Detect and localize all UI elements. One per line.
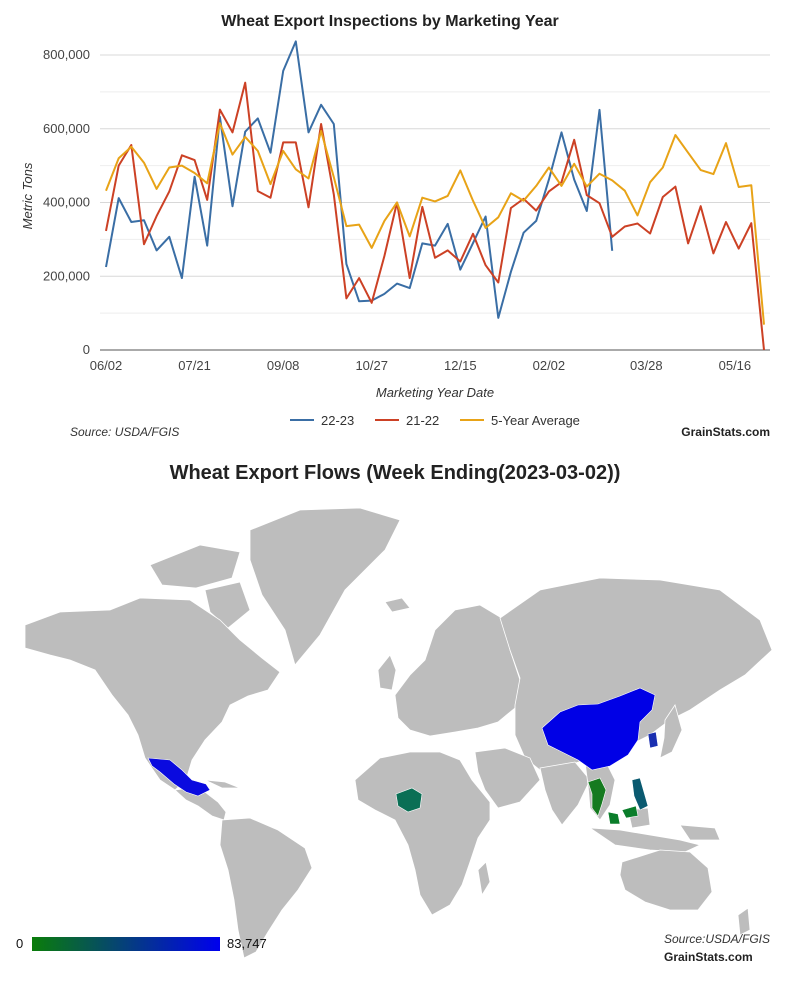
y-axis-label: Metric Tons bbox=[20, 162, 35, 229]
map-base-land bbox=[24, 507, 773, 959]
map-highlighted-countries bbox=[147, 687, 659, 825]
map-brand: GrainStats.com bbox=[664, 950, 753, 964]
x-tick-label: 05/16 bbox=[719, 358, 752, 373]
chart-legend: 22-23 21-22 5-Year Average bbox=[290, 413, 580, 428]
legend-label: 5-Year Average bbox=[491, 413, 580, 428]
chart-brand: GrainStats.com bbox=[681, 425, 770, 439]
land-arctic-islands bbox=[149, 544, 241, 589]
series-line-21-22 bbox=[105, 81, 765, 351]
country-nigeria bbox=[395, 787, 423, 813]
country-china bbox=[541, 687, 656, 771]
x-tick-label: 09/08 bbox=[267, 358, 300, 373]
x-tick-label: 10/27 bbox=[355, 358, 388, 373]
land-new-guinea bbox=[679, 824, 721, 841]
land-madagascar bbox=[477, 861, 491, 897]
map-source: Source:USDA/FGIS bbox=[663, 932, 770, 946]
x-tick-label: 12/15 bbox=[444, 358, 477, 373]
map-title: Wheat Export Flows (Week Ending(2023-03-… bbox=[169, 462, 621, 484]
land-europe bbox=[394, 604, 521, 737]
land-caribbean bbox=[204, 779, 241, 789]
land-arabia bbox=[474, 747, 541, 809]
land-indonesia bbox=[588, 827, 702, 853]
country-mexico bbox=[147, 757, 211, 797]
chart-grid bbox=[100, 54, 770, 351]
x-axis-label: Marketing Year Date bbox=[376, 385, 494, 400]
y-tick-label: 0 bbox=[83, 342, 90, 357]
x-tick-label: 06/02 bbox=[90, 358, 123, 373]
chart-series bbox=[105, 40, 765, 351]
land-australia bbox=[619, 849, 713, 911]
country-malaysia bbox=[607, 805, 639, 825]
land-baffin bbox=[204, 581, 251, 629]
scale-max-label: 83,747 bbox=[227, 936, 267, 951]
y-tick-label: 200,000 bbox=[43, 268, 90, 283]
y-tick-label: 800,000 bbox=[43, 47, 90, 62]
series-line-22-23 bbox=[105, 40, 614, 319]
land-greenland bbox=[249, 507, 401, 666]
country-thailand bbox=[587, 777, 607, 817]
y-tick-label: 600,000 bbox=[43, 121, 90, 136]
legend-label: 22-23 bbox=[321, 413, 354, 428]
scale-min-label: 0 bbox=[16, 936, 24, 951]
y-axis-ticks: 0 200,000 400,000 600,000 800,000 bbox=[43, 47, 90, 357]
x-tick-label: 02/02 bbox=[533, 358, 566, 373]
x-tick-label: 03/28 bbox=[630, 358, 663, 373]
chart-title: Wheat Export Inspections by Marketing Ye… bbox=[221, 13, 559, 30]
color-scale-bar bbox=[32, 937, 220, 951]
world-map bbox=[24, 507, 773, 959]
chart-source: Source: USDA/FGIS bbox=[70, 425, 179, 439]
legend-label: 21-22 bbox=[406, 413, 439, 428]
series-line-5-year-average bbox=[105, 122, 765, 325]
land-north-america bbox=[24, 597, 281, 791]
y-tick-label: 400,000 bbox=[43, 195, 90, 210]
land-africa bbox=[354, 751, 491, 916]
land-new-zealand bbox=[737, 907, 751, 936]
country-south-korea bbox=[647, 731, 659, 749]
x-tick-label: 07/21 bbox=[178, 358, 211, 373]
land-india bbox=[539, 761, 591, 826]
x-axis-ticks: 06/02 07/21 09/08 10/27 12/15 02/02 03/28 05/16 bbox=[90, 358, 751, 373]
land-iceland bbox=[384, 597, 411, 613]
line-chart: Wheat Export Inspections by Marketing Ye… bbox=[20, 13, 770, 439]
land-uk bbox=[377, 654, 397, 691]
land-japan bbox=[659, 704, 683, 759]
land-south-america bbox=[219, 817, 313, 959]
country-philippines bbox=[631, 777, 649, 811]
